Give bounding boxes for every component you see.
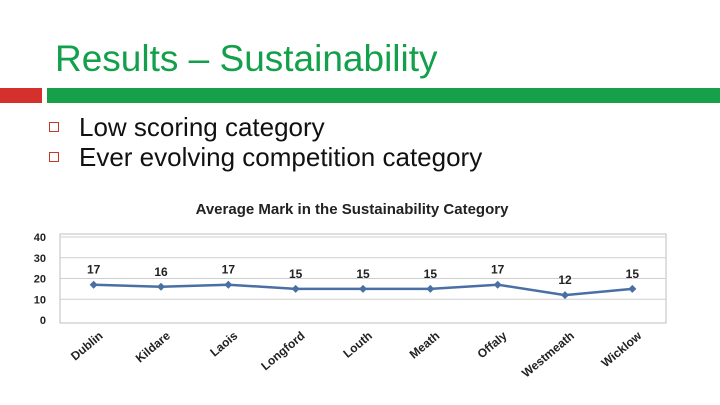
y-tick-label: 20 [34,274,46,286]
bullet-item: Low scoring category [48,112,482,142]
data-point-marker [89,280,98,289]
x-tick-label: Westmeath [519,329,577,381]
x-tick-label: Laois [207,328,240,359]
data-label: 12 [558,273,572,287]
data-label: 17 [222,263,236,277]
data-label: 17 [87,263,101,277]
x-tick-label: Longford [258,329,307,374]
data-point-marker [291,284,300,293]
data-label: 15 [356,267,370,281]
bullet-list: Low scoring category Ever evolving compe… [48,112,482,172]
accent-bar-red [0,88,42,103]
accent-bar-green [47,88,720,103]
slide-title: Results – Sustainability [55,38,438,79]
square-outline-icon [49,122,59,132]
square-outline-icon [49,152,59,162]
data-point-marker [628,284,637,293]
data-label: 15 [626,267,640,281]
x-tick-label: Wicklow [599,328,645,370]
y-tick-label: 10 [34,294,46,306]
bullet-text: Low scoring category [79,111,325,142]
x-tick-label: Kildare [133,328,173,365]
data-label: 17 [491,263,505,277]
data-point-marker [561,291,569,300]
bullet-text: Ever evolving competition category [79,141,483,172]
data-point-marker [426,284,435,293]
y-tick-label: 40 [34,232,46,244]
x-tick-label: Offaly [475,328,510,361]
sustainability-line-chart: Average Mark in the Sustainability Categ… [34,201,667,381]
x-tick-label: Louth [340,329,375,361]
data-point-marker [359,284,367,293]
data-point-marker [224,280,233,289]
data-point-marker [493,280,502,289]
data-label: 15 [424,267,438,281]
y-tick-label: 0 [40,315,46,327]
data-label: 16 [154,265,168,279]
data-point-marker [157,282,165,291]
x-tick-label: Meath [407,329,443,362]
y-tick-label: 30 [34,253,46,265]
bullet-item: Ever evolving competition category [48,142,482,172]
x-tick-label: Dublin [68,329,106,364]
chart-title: Average Mark in the Sustainability Categ… [196,201,510,218]
data-label: 15 [289,267,303,281]
